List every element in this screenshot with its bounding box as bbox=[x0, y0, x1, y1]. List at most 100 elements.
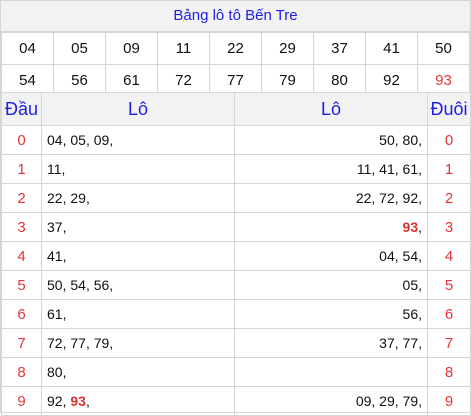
lo-right-cell: 05, bbox=[234, 270, 428, 300]
lo-number: 77 bbox=[402, 335, 419, 351]
lo-number: 50 bbox=[379, 132, 395, 148]
lo-row: 1 11, 11, 41, 61, 1 bbox=[1, 154, 471, 184]
lo-left-cell: 37, bbox=[41, 212, 235, 242]
lo-row: 5 50, 54, 56, 05, 5 bbox=[1, 270, 471, 300]
lo-number: 54 bbox=[402, 248, 419, 264]
dau-digit: 2 bbox=[1, 183, 42, 213]
lo-number: 29 bbox=[379, 393, 395, 409]
lo-number: 22 bbox=[47, 190, 63, 206]
lo-number: 41 bbox=[379, 161, 395, 177]
lo-row: 9 92, 93, 09, 29, 79, 9 bbox=[1, 386, 471, 416]
number-cell: 41 bbox=[365, 32, 418, 65]
lo-number: 93 bbox=[70, 393, 86, 409]
lo-right-cell: 37, 77, bbox=[234, 328, 428, 358]
lo-right-cell: 04, 54, bbox=[234, 241, 428, 271]
lo-number: 05 bbox=[70, 132, 86, 148]
lo-table: Đầu Lô Lô Đuôi 0 04, 05, 09, 50, 80, 0 1 11, 1… bbox=[1, 92, 471, 416]
lo-number: 11 bbox=[47, 161, 62, 177]
lo-number: 92 bbox=[47, 393, 63, 409]
lo-right-cell: 93, bbox=[234, 212, 428, 242]
number-cell: 92 bbox=[365, 64, 418, 97]
lo-left-cell: 92, 93, bbox=[41, 386, 235, 416]
lo-row: 3 37, 93, 3 bbox=[1, 212, 471, 242]
lo-number: 72 bbox=[47, 335, 63, 351]
number-cell: 29 bbox=[261, 32, 314, 65]
lo-number: 04 bbox=[379, 248, 395, 264]
number-cell: 04 bbox=[1, 32, 54, 65]
lo-left-cell: 72, 77, 79, bbox=[41, 328, 235, 358]
lo-number: 22 bbox=[355, 190, 372, 206]
dau-digit: 3 bbox=[1, 212, 42, 242]
duoi-digit: 5 bbox=[427, 270, 471, 300]
lo-number: 09 bbox=[93, 132, 110, 148]
header-lo-left: Lô bbox=[41, 92, 235, 126]
lo-number: 61 bbox=[47, 306, 63, 322]
dau-digit: 0 bbox=[1, 125, 42, 155]
number-cell: 05 bbox=[53, 32, 106, 65]
lo-right-cell: 09, 29, 79, bbox=[234, 386, 428, 416]
number-cell: 56 bbox=[53, 64, 106, 97]
lo-number: 61 bbox=[402, 161, 419, 177]
lo-row: 4 41, 04, 54, 4 bbox=[1, 241, 471, 271]
header-dau: Đầu bbox=[1, 92, 42, 126]
lo-number: 05 bbox=[402, 277, 419, 293]
numbers-grid: 04 05 09 11 22 29 37 41 50 54 56 61 72 77 79 80 92 93 bbox=[1, 32, 470, 97]
duoi-digit: 1 bbox=[427, 154, 471, 184]
duoi-digit: 9 bbox=[427, 386, 471, 416]
duoi-digit: 2 bbox=[427, 183, 471, 213]
lo-number: 41 bbox=[47, 248, 63, 264]
lo-right-cell: 11, 41, 61, bbox=[234, 154, 428, 184]
number-cell: 50 bbox=[417, 32, 470, 65]
lo-left-cell: 22, 29, bbox=[41, 183, 235, 213]
duoi-digit: 0 bbox=[427, 125, 471, 155]
lo-right-cell: 50, 80, bbox=[234, 125, 428, 155]
lo-number: 04 bbox=[47, 132, 63, 148]
lo-number: 80 bbox=[47, 364, 63, 380]
dau-digit: 5 bbox=[1, 270, 42, 300]
duoi-digit: 6 bbox=[427, 299, 471, 329]
lo-row: 6 61, 56, 6 bbox=[1, 299, 471, 329]
lo-number: 79 bbox=[93, 335, 110, 351]
header-lo-right: Lô bbox=[234, 92, 428, 126]
lo-left-cell: 41, bbox=[41, 241, 235, 271]
lo-number: 37 bbox=[47, 219, 63, 235]
lo-number: 37 bbox=[379, 335, 395, 351]
lo-right-cell bbox=[234, 357, 428, 387]
number-cell: 22 bbox=[209, 32, 262, 65]
dau-digit: 4 bbox=[1, 241, 42, 271]
lo-number: 92 bbox=[402, 190, 419, 206]
number-cell: 93 bbox=[417, 64, 470, 97]
duoi-digit: 8 bbox=[427, 357, 471, 387]
numbers-row: 54 56 61 72 77 79 80 92 93 bbox=[1, 64, 470, 97]
dau-digit: 1 bbox=[1, 154, 42, 184]
duoi-digit: 7 bbox=[427, 328, 471, 358]
board-title: Bảng lô tô Bến Tre bbox=[1, 1, 470, 32]
lo-row: 2 22, 29, 22, 72, 92, 2 bbox=[1, 183, 471, 213]
lo-left-cell: 04, 05, 09, bbox=[41, 125, 235, 155]
numbers-row: 04 05 09 11 22 29 37 41 50 bbox=[1, 32, 470, 65]
lo-right-cell: 56, bbox=[234, 299, 428, 329]
lo-left-cell: 61, bbox=[41, 299, 235, 329]
number-cell: 11 bbox=[157, 32, 210, 65]
duoi-digit: 4 bbox=[427, 241, 471, 271]
duoi-digit: 3 bbox=[427, 212, 471, 242]
lo-number: 79 bbox=[402, 393, 419, 409]
lo-number: 80 bbox=[402, 132, 419, 148]
lo-number: 56 bbox=[93, 277, 110, 293]
lo-row: 8 80, 8 bbox=[1, 357, 471, 387]
lo-number: 09 bbox=[355, 393, 372, 409]
dau-digit: 8 bbox=[1, 357, 42, 387]
lo-row: 0 04, 05, 09, 50, 80, 0 bbox=[1, 125, 471, 155]
lo-number: 56 bbox=[402, 306, 419, 322]
lo-number: 50 bbox=[47, 277, 63, 293]
lo-right-cell: 22, 72, 92, bbox=[234, 183, 428, 213]
dau-digit: 7 bbox=[1, 328, 42, 358]
lo-number: 72 bbox=[379, 190, 395, 206]
lo-left-cell: 11, bbox=[41, 154, 235, 184]
lo-number: 11 bbox=[356, 161, 372, 177]
lo-number: 93 bbox=[402, 219, 419, 235]
lo-left-cell: 50, 54, 56, bbox=[41, 270, 235, 300]
dau-digit: 6 bbox=[1, 299, 42, 329]
lo-number: 29 bbox=[70, 190, 86, 206]
lo-left-cell: 80, bbox=[41, 357, 235, 387]
